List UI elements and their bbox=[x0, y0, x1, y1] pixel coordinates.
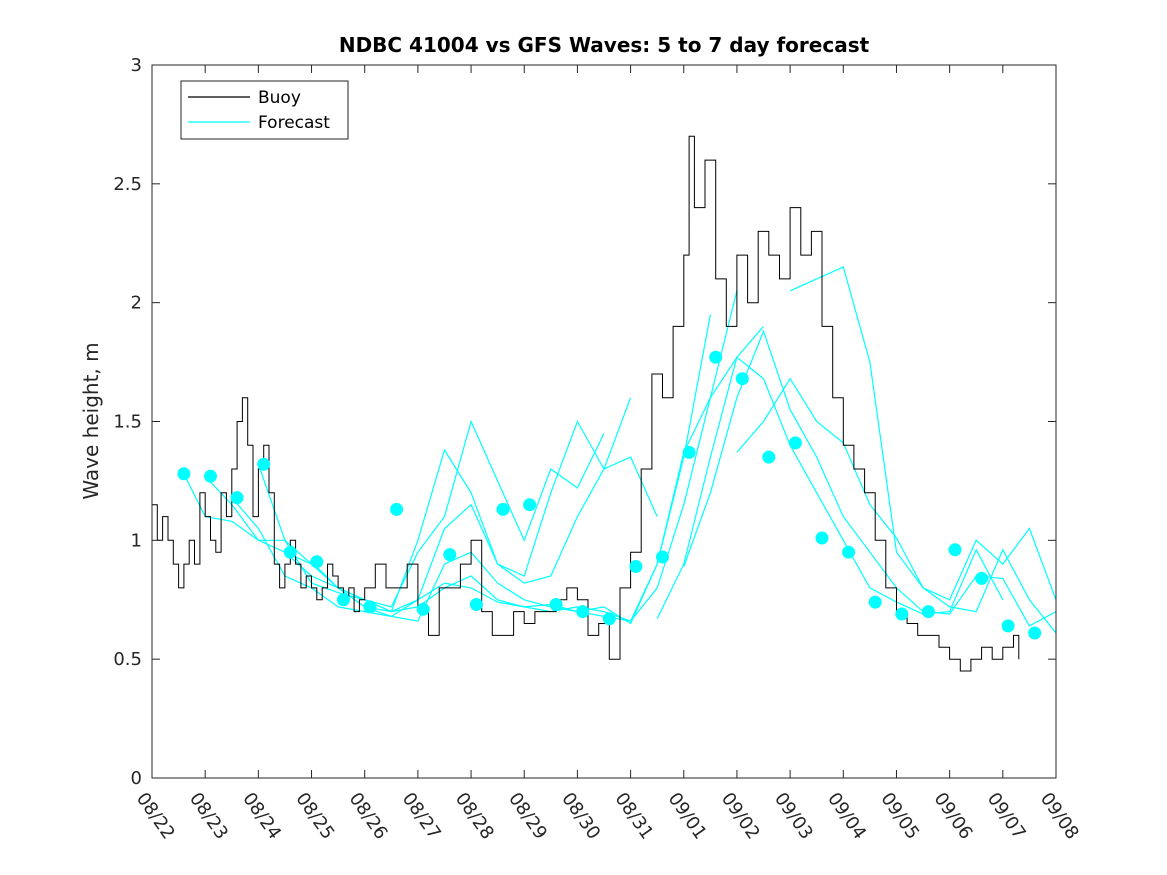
forecast-line-1 bbox=[204, 397, 632, 613]
forecast-line-9 bbox=[789, 266, 1056, 601]
legend-label-forecast: Forecast bbox=[258, 113, 330, 133]
forecast-line-2 bbox=[231, 456, 658, 618]
forecast-marker bbox=[576, 605, 590, 619]
forecast-marker bbox=[1001, 619, 1015, 633]
forecast-line-5 bbox=[311, 326, 764, 622]
y-tick-label: 1.5 bbox=[113, 412, 142, 433]
chart-title: NDBC 41004 vs GFS Waves: 5 to 7 day fore… bbox=[339, 33, 870, 57]
legend: Buoy Forecast bbox=[180, 80, 349, 140]
forecast-marker bbox=[310, 555, 324, 569]
plot-area bbox=[152, 135, 1056, 672]
forecast-line-8 bbox=[736, 377, 1056, 634]
forecast-marker bbox=[602, 612, 616, 626]
forecast-marker bbox=[549, 598, 563, 611]
forecast-marker bbox=[257, 457, 271, 471]
forecast-marker bbox=[762, 450, 776, 464]
forecast-marker bbox=[443, 548, 457, 562]
legend-box bbox=[180, 80, 349, 140]
forecast-marker bbox=[895, 607, 909, 621]
forecast-marker bbox=[975, 571, 989, 585]
forecast-marker bbox=[230, 491, 244, 505]
forecast-marker bbox=[788, 436, 802, 450]
forecast-marker bbox=[363, 600, 377, 614]
forecast-marker bbox=[390, 502, 404, 516]
forecast-line-0 bbox=[183, 419, 605, 608]
forecast-marker bbox=[735, 372, 749, 386]
forecast-marker bbox=[709, 350, 723, 364]
forecast-line-4 bbox=[284, 290, 738, 622]
forecast-marker bbox=[204, 469, 217, 483]
forecast-marker bbox=[868, 595, 882, 609]
forecast-marker bbox=[921, 605, 935, 619]
forecast-marker bbox=[682, 445, 696, 459]
forecast-marker bbox=[1028, 626, 1042, 640]
y-tick-label: 2 bbox=[131, 293, 142, 314]
forecast-marker bbox=[416, 602, 430, 616]
y-tick-label: 3 bbox=[131, 55, 142, 76]
forecast-marker bbox=[496, 502, 510, 516]
y-tick-label: 0.5 bbox=[113, 649, 142, 670]
forecast-marker bbox=[842, 545, 856, 559]
forecast-marker bbox=[469, 598, 483, 611]
forecast-marker bbox=[336, 593, 350, 607]
forecast-marker bbox=[177, 467, 191, 481]
forecast-marker bbox=[815, 531, 829, 545]
y-axis-label: Wave height, m bbox=[79, 342, 103, 499]
buoy-line bbox=[152, 135, 1020, 672]
y-tick-label: 2.5 bbox=[113, 174, 142, 195]
forecast-marker bbox=[629, 560, 643, 573]
y-tick-label: 1 bbox=[131, 530, 142, 551]
forecast-marker bbox=[283, 545, 297, 559]
forecast-marker bbox=[523, 498, 537, 512]
forecast-line-6 bbox=[656, 356, 1004, 620]
forecast-marker bbox=[656, 550, 669, 564]
y-tick-label: 0 bbox=[131, 768, 142, 789]
forecast-marker bbox=[948, 543, 962, 557]
legend-label-buoy: Buoy bbox=[258, 88, 301, 108]
